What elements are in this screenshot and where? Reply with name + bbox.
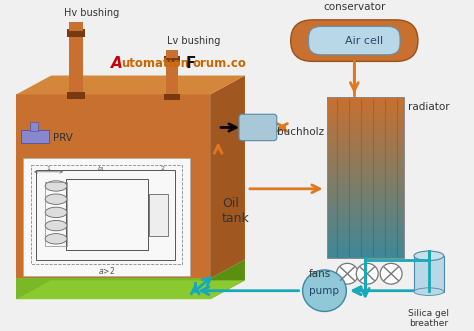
Polygon shape	[210, 260, 245, 299]
Text: $b_1$: $b_1$	[97, 164, 105, 173]
Text: Silica gel
breather: Silica gel breather	[409, 308, 449, 328]
Text: pump: pump	[310, 286, 339, 296]
Polygon shape	[210, 75, 245, 278]
Text: Oil
tank: Oil tank	[222, 197, 250, 224]
FancyBboxPatch shape	[309, 26, 400, 55]
Ellipse shape	[45, 234, 67, 244]
Text: 2: 2	[160, 166, 164, 171]
FancyBboxPatch shape	[291, 20, 418, 61]
Text: utomation: utomation	[121, 57, 189, 70]
Bar	[66, 179, 147, 250]
Ellipse shape	[414, 251, 444, 260]
Bar	[30, 122, 38, 131]
Text: Lv bushing: Lv bushing	[167, 36, 221, 46]
Bar	[164, 56, 180, 62]
Circle shape	[356, 263, 378, 284]
Text: radiator: radiator	[408, 103, 450, 113]
Bar	[67, 29, 85, 37]
Bar	[69, 22, 83, 31]
Circle shape	[302, 270, 346, 311]
Text: Hv bushing: Hv bushing	[64, 8, 119, 18]
Text: A: A	[111, 56, 122, 71]
FancyBboxPatch shape	[239, 114, 277, 141]
Bar	[164, 94, 180, 100]
Bar	[148, 194, 168, 236]
Bar	[328, 97, 404, 258]
Text: F: F	[185, 56, 196, 71]
Circle shape	[380, 263, 402, 284]
Text: fans: fans	[309, 269, 331, 279]
Text: buchholz: buchholz	[277, 127, 324, 137]
Polygon shape	[16, 280, 245, 299]
Text: PRV: PRV	[53, 133, 73, 143]
Polygon shape	[16, 75, 245, 94]
Ellipse shape	[414, 288, 444, 296]
Text: $a\!>\!2$: $a\!>\!2$	[98, 265, 116, 276]
Bar	[23, 158, 190, 276]
Polygon shape	[16, 94, 210, 278]
Circle shape	[337, 263, 358, 284]
Text: Air cell: Air cell	[345, 36, 383, 46]
Bar	[166, 60, 178, 100]
Text: conservator: conservator	[323, 2, 385, 13]
Ellipse shape	[45, 220, 67, 231]
Text: 1: 1	[46, 166, 50, 171]
Bar	[67, 92, 85, 99]
Bar	[36, 170, 175, 260]
Bar	[31, 165, 182, 264]
Bar	[414, 256, 444, 292]
Text: orum.co: orum.co	[192, 57, 246, 70]
Bar	[21, 130, 49, 144]
Ellipse shape	[45, 207, 67, 217]
Bar	[69, 33, 83, 97]
Bar	[166, 50, 178, 58]
Ellipse shape	[45, 194, 67, 204]
Polygon shape	[16, 278, 210, 299]
Bar	[45, 182, 67, 246]
Ellipse shape	[45, 181, 67, 191]
